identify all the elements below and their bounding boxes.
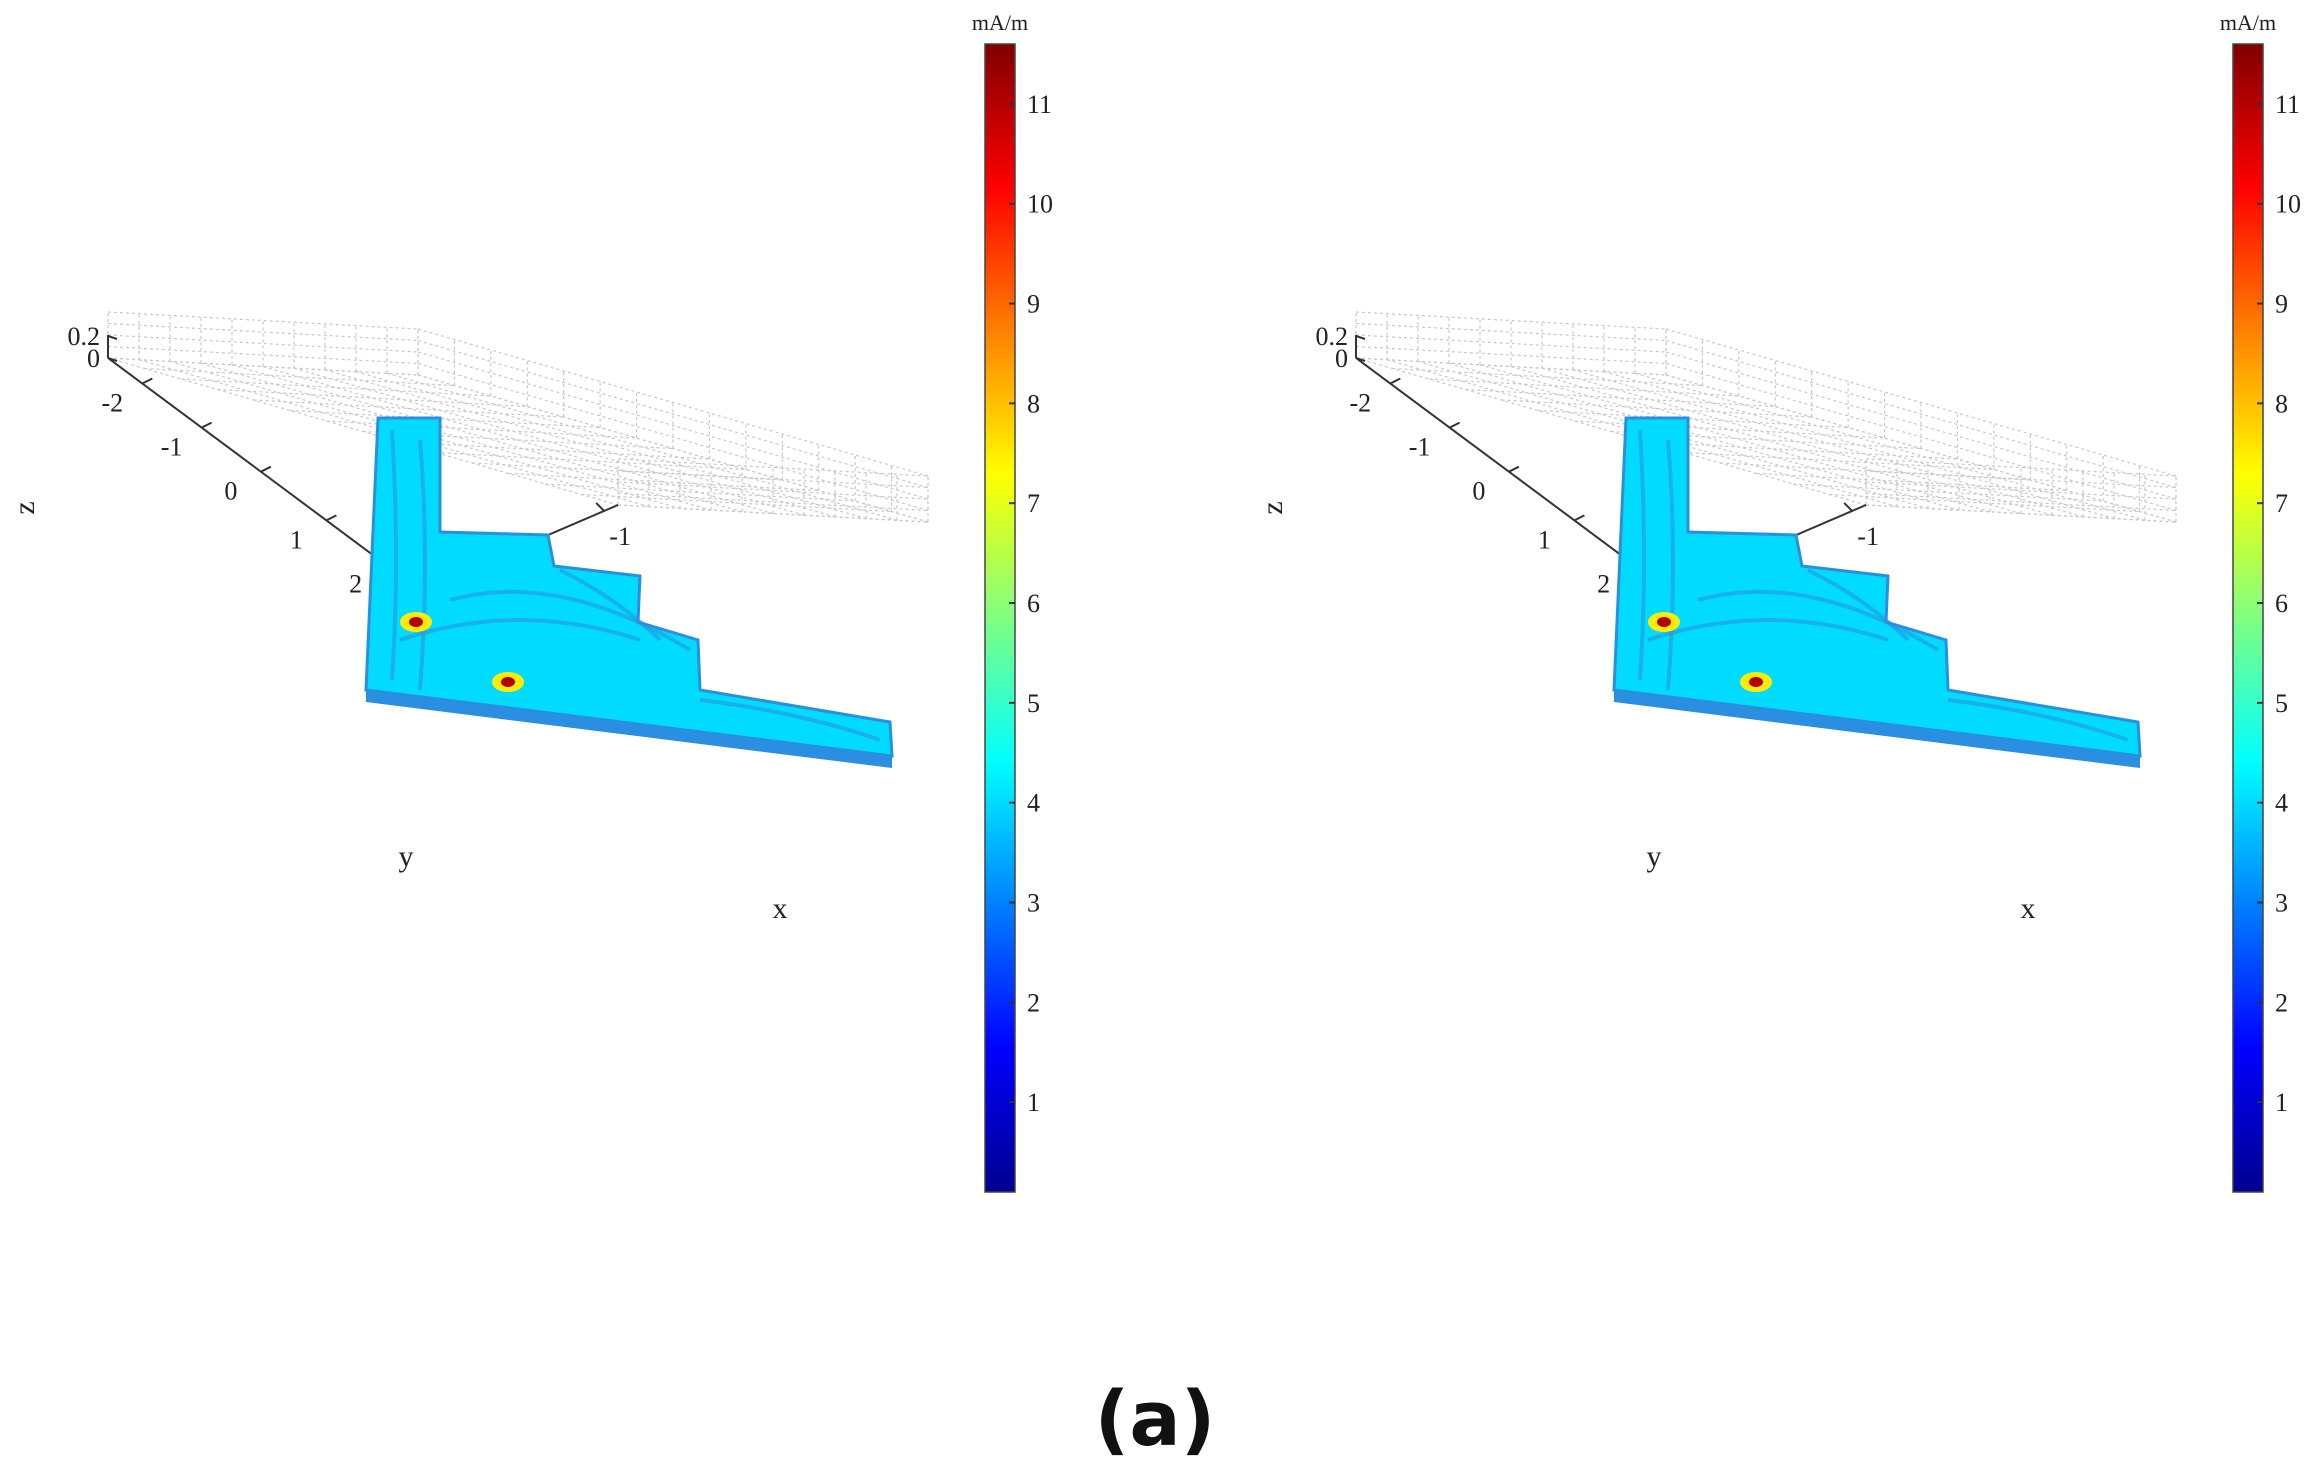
y-tick-label: -1: [161, 433, 183, 462]
colorbar-fill: [984, 43, 1016, 1193]
x-axis-label: x: [773, 892, 788, 925]
y-tick-label: 0: [1472, 477, 1485, 506]
colorbar-tick-label: 5: [2275, 689, 2288, 718]
aircraft-lower-edge: [366, 690, 892, 768]
colorbar-tick-label: 11: [1027, 90, 1052, 119]
panels: -2-101210-10.20zyxmA/m1234567891011-2-10…: [8, 10, 2301, 1193]
panel-label: (a): [1095, 1374, 1216, 1463]
colorbar-tick-label: 7: [2275, 489, 2288, 518]
colorbar-tick-label: 3: [2275, 889, 2288, 918]
colorbar-tick-label: 2: [2275, 988, 2288, 1017]
colorbar-tick-label: 10: [1027, 190, 1053, 219]
current-streak: [1638, 429, 1646, 681]
current-streak: [1666, 439, 1675, 691]
colorbar-unit: mA/m: [972, 10, 1028, 35]
y-axis-label: y: [399, 840, 414, 873]
colorbar-tick-label: 6: [1027, 589, 1040, 618]
colorbar-tick-label: 1: [1027, 1088, 1040, 1117]
y-tick-label: -2: [1349, 389, 1371, 418]
colorbar-tick-label: 3: [1027, 889, 1040, 918]
current-streak: [1947, 698, 2129, 742]
current-streak: [418, 439, 427, 691]
y-tick-label: 2: [1597, 569, 1610, 598]
y-tick-label: 0: [224, 477, 237, 506]
current-streak: [1697, 589, 1940, 652]
colorbar-unit: mA/m: [2220, 10, 2276, 35]
current-streak: [1647, 618, 1889, 642]
x-tick-label: -1: [1857, 522, 1879, 551]
colorbar-tick-label: 8: [1027, 389, 1040, 418]
y-tick-label: 2: [349, 569, 362, 598]
current-streak: [449, 589, 692, 652]
colorbar-tick-label: 5: [1027, 689, 1040, 718]
current-streak: [390, 429, 398, 681]
y-tick-label: 1: [1538, 525, 1551, 554]
y-tick-label: -2: [101, 389, 123, 418]
colorbar-fill: [2232, 43, 2264, 1193]
colorbar-tick-label: 9: [2275, 290, 2288, 319]
colorbar: mA/m 1 2 3 4 5 6 7 8 9 10 11: [2220, 10, 2301, 1193]
y-tick-label: -1: [1409, 433, 1431, 462]
x-tick-label: -1: [609, 522, 631, 551]
current-streak: [559, 568, 662, 642]
colorbar-tick-label: 10: [2275, 190, 2301, 219]
aircraft-lower-edge: [1614, 690, 2140, 768]
hotspot-lower: [501, 677, 515, 687]
y-tick-label: 1: [290, 525, 303, 554]
y-axis-line: [1355, 357, 1669, 591]
hotspot-lower: [1749, 677, 1763, 687]
colorbar-tick-label: 4: [1027, 789, 1040, 818]
x-axis-label: x: [2021, 892, 2036, 925]
colorbar-tick-label: 2: [1027, 988, 1040, 1017]
hotspot-upper: [1657, 617, 1671, 627]
z-tick-label: 0.2: [68, 322, 101, 351]
colorbar: mA/m 1 2 3 4 5 6 7 8 9 10 11: [972, 10, 1053, 1193]
y-axis-line: [107, 357, 421, 591]
current-streak: [1807, 568, 1910, 642]
colorbar-tick-label: 4: [2275, 789, 2288, 818]
z-tick-label: 0: [1335, 344, 1348, 373]
z-axis-label: z: [8, 501, 41, 514]
z-axis-label: z: [1256, 501, 1289, 514]
current-streak: [699, 698, 881, 742]
colorbar-tick-label: 1: [2275, 1088, 2288, 1117]
y-axis-label: y: [1647, 840, 1662, 873]
colorbar-tick-label: 8: [2275, 389, 2288, 418]
colorbar-tick-label: 9: [1027, 290, 1040, 319]
z-tick-label: 0.2: [1316, 322, 1349, 351]
colorbar-tick-label: 6: [2275, 589, 2288, 618]
current-surface: [364, 416, 894, 768]
z-tick-label: 0: [87, 344, 100, 373]
colorbar-tick-label: 7: [1027, 489, 1040, 518]
colorbar-tick-label: 11: [2275, 90, 2300, 119]
hotspot-upper: [409, 617, 423, 627]
current-surface: [1612, 416, 2142, 768]
current-streak: [399, 618, 641, 642]
